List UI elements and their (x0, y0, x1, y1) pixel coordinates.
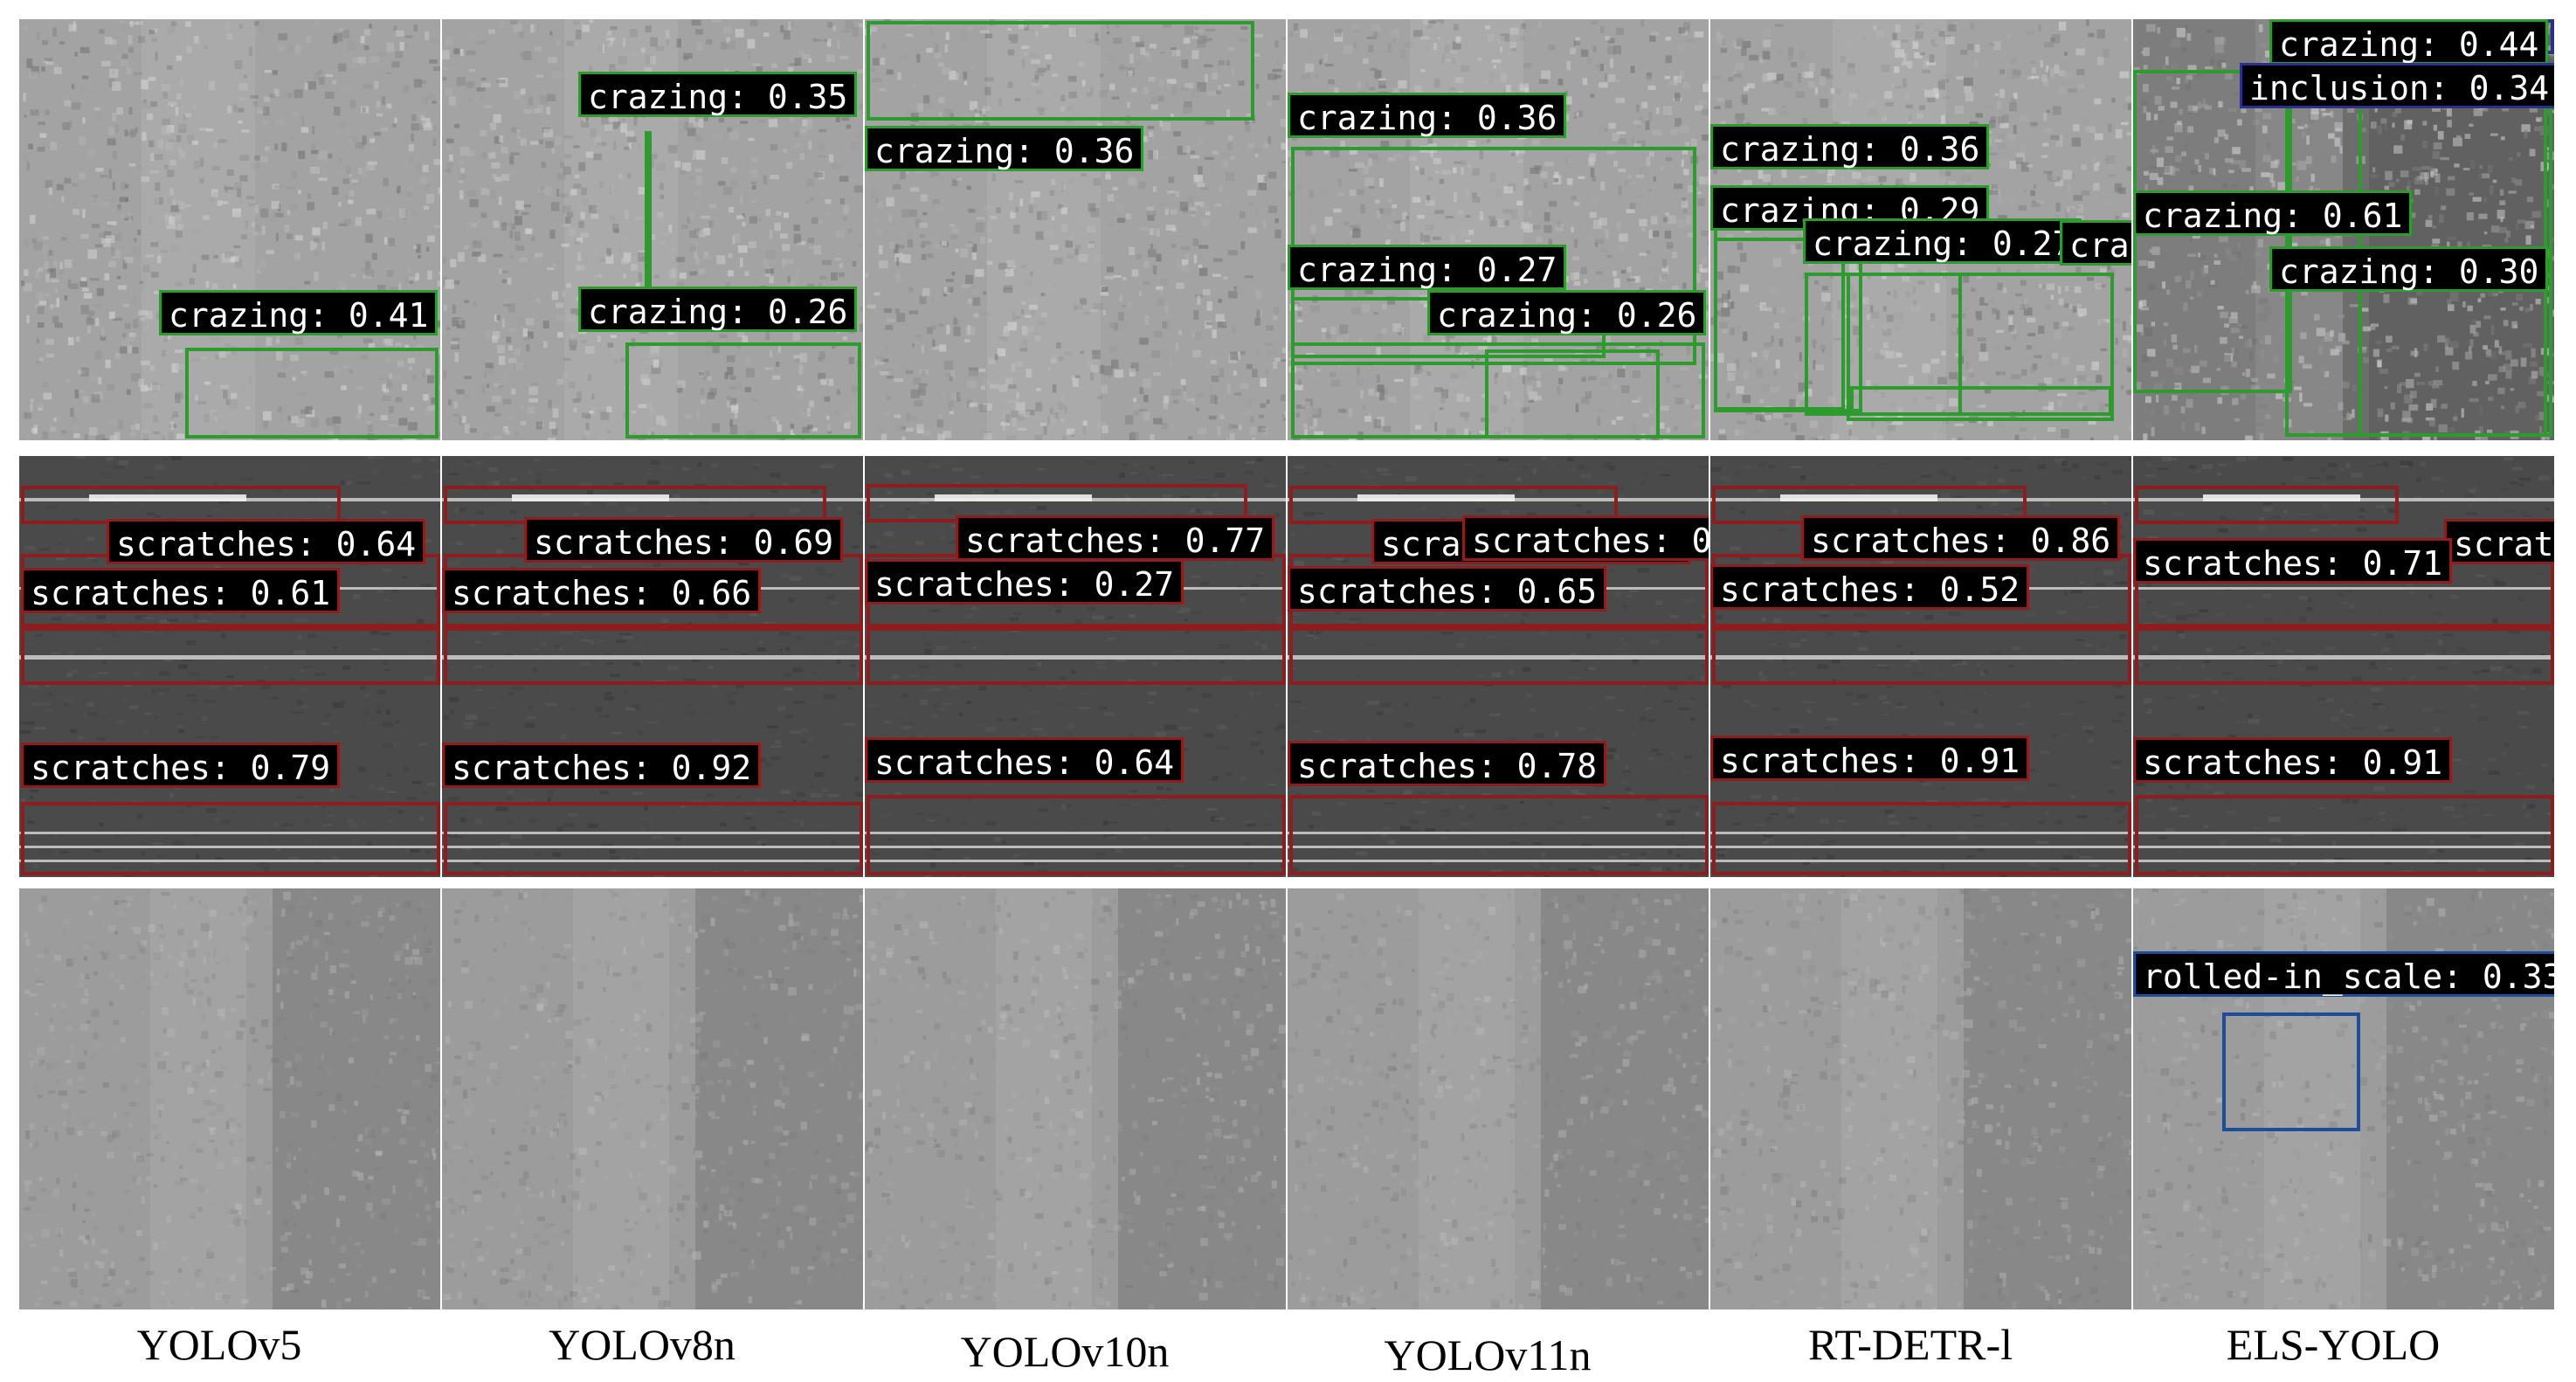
model-caption: YOLOv8n (549, 1320, 736, 1369)
detection-box (867, 627, 1286, 685)
detection-label: scratches: 0.91 (2133, 737, 2453, 783)
detection-label: crazing: 0.26 (578, 287, 858, 332)
panel-els-yolo-crazing: crazing: 0.44 inclusion: 0.34 crazing: 0.6… (2133, 19, 2554, 440)
detection-box (21, 627, 440, 685)
panel-els-yolo-rolled-in_scale: rolled-in_scale: 0.33 (2133, 888, 2554, 1309)
detection-box (1712, 802, 2131, 875)
panel-rt-detr-l-crazing: crazing: 0.36 crazing: 0.29 crazing: 0.27 c… (1710, 19, 2131, 440)
detection-label: scratches: 0.78 (1288, 741, 1607, 786)
detection-label: crazing: 0.30 (2269, 246, 2549, 292)
detection-label: crazing: 0.36 (1288, 93, 1567, 138)
panel-rt-detr-l-rolled-in_scale (1710, 888, 2131, 1309)
detection-label: scratches: 0.86 (1801, 515, 2121, 561)
model-caption: YOLOv11n (1384, 1330, 1592, 1379)
model-caption: ELS-YOLO (2226, 1320, 2441, 1369)
steel-surface-image (19, 19, 440, 440)
detection-box (21, 802, 440, 875)
panel-els-yolo-scratches: scratches: 0.83scratches: 0.71 scratches:… (2133, 456, 2554, 877)
detection-label: crazing: 0.26 (1427, 290, 1707, 335)
steel-surface-image (19, 888, 440, 1309)
panel-yolov8n-crazing: crazing: 0.35 crazing: 0.26 (442, 19, 863, 440)
detection-label: scratches: 0.64 (107, 519, 426, 564)
detection-box (2135, 627, 2554, 685)
detection-label: scratches: 0.83 (2444, 519, 2554, 564)
panel-yolov11n-crazing: crazing: 0.36 crazing: 0.27 crazing: 0.26 (1288, 19, 1709, 440)
detection-label: scratches: 0.65 (1288, 566, 1607, 612)
detection-label: scratches: 0.27 (865, 559, 1184, 605)
detection-box (867, 795, 1286, 875)
panel-yolov10n-scratches: scratches: 0.77 scratches: 0.27 scratches:… (865, 456, 1286, 877)
detection-label: crazing: 0.36 (1710, 124, 1990, 169)
detection-label: scratches: 0.91 (1710, 736, 2030, 781)
detection-label: scratches: 0.52 (1710, 564, 2030, 610)
detection-box (625, 342, 861, 439)
detection-box (645, 131, 652, 297)
panel-yolov5-scratches: scratches: 0.64 scratches: 0.61 scratches:… (19, 456, 440, 877)
panel-yolov5-rolled-in_scale (19, 888, 440, 1309)
model-caption: YOLOv10n (960, 1327, 1170, 1376)
panel-yolov10n-rolled-in_scale (865, 888, 1286, 1309)
steel-surface-image (1710, 888, 2131, 1309)
panel-rt-detr-l-scratches: scratches: 0.86 scratches: 0.52 scratches:… (1710, 456, 2131, 877)
panel-yolov10n-crazing: crazing: 0.36 (865, 19, 1286, 440)
detection-label: scratches: 0.77 (1462, 515, 1709, 561)
detection-label: crazing: 0.44 (2269, 19, 2549, 65)
detection-label: inclusion: 0.34 (2240, 63, 2554, 108)
detection-label: scratches: 0.92 (442, 743, 762, 788)
steel-surface-image (865, 19, 1286, 440)
panel-yolov11n-scratches: scratches: 0.70scratches: 0.77scratches:… (1288, 456, 1709, 877)
detection-box (867, 21, 1254, 121)
detection-box (444, 627, 863, 685)
steel-surface-image (1288, 888, 1709, 1309)
detection-label: scratches: 0.79 (21, 743, 341, 788)
detection-label: scratches: 0.77 (956, 515, 1275, 561)
detection-label: scratches: 0.64 (865, 737, 1184, 783)
panel-yolov5-crazing: crazing: 0.41 (19, 19, 440, 440)
model-caption: RT-DETR-l (1807, 1320, 2013, 1369)
detection-label: crazing: 0.36 (865, 126, 1144, 171)
detection-box (1850, 386, 2112, 416)
detection-label: scratches: 0.61 (21, 568, 341, 613)
detection-box (2135, 486, 2399, 524)
panel-yolov8n-rolled-in_scale (442, 888, 863, 1309)
detection-label: scratches: 0.66 (442, 568, 762, 613)
detection-label: crazing: 0.41 (159, 290, 439, 335)
model-caption: YOLOv5 (136, 1320, 302, 1369)
panel-yolov11n-rolled-in_scale (1288, 888, 1709, 1309)
detection-box (1714, 238, 1862, 412)
detection-label: crazing: 0.26 (2060, 220, 2131, 266)
detection-box (2135, 795, 2554, 875)
detection-box (1712, 627, 2131, 685)
detection-box (1289, 627, 1709, 685)
detection-box (2222, 1012, 2360, 1131)
panel-yolov8n-scratches: scratches: 0.69 scratches: 0.66 scratches:… (442, 456, 863, 877)
detection-box (1289, 795, 1709, 875)
steel-surface-image (865, 888, 1286, 1309)
detection-label: scratches: 0.71 (2133, 538, 2453, 584)
detection-label: crazing: 0.61 (2133, 190, 2413, 236)
detection-label: crazing: 0.35 (578, 72, 858, 117)
detection-label: rolled-in_scale: 0.33 (2133, 951, 2554, 997)
detection-box (1847, 273, 2114, 421)
detection-label: crazing: 0.27 (1288, 245, 1567, 290)
steel-surface-image (442, 888, 863, 1309)
detection-label: scratches: 0.69 (524, 517, 844, 563)
detection-box (185, 348, 439, 439)
detection-box (1485, 349, 1660, 439)
detection-label: crazing: 0.27 (1803, 218, 2082, 264)
detection-box (444, 802, 863, 875)
